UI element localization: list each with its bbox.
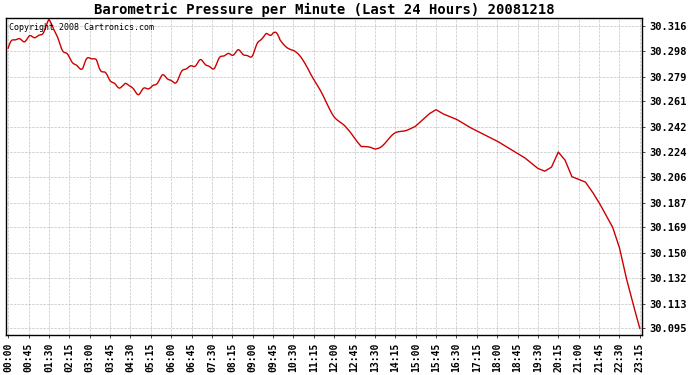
Title: Barometric Pressure per Minute (Last 24 Hours) 20081218: Barometric Pressure per Minute (Last 24 … [94, 3, 554, 17]
Text: Copyright 2008 Cartronics.com: Copyright 2008 Cartronics.com [9, 23, 154, 32]
